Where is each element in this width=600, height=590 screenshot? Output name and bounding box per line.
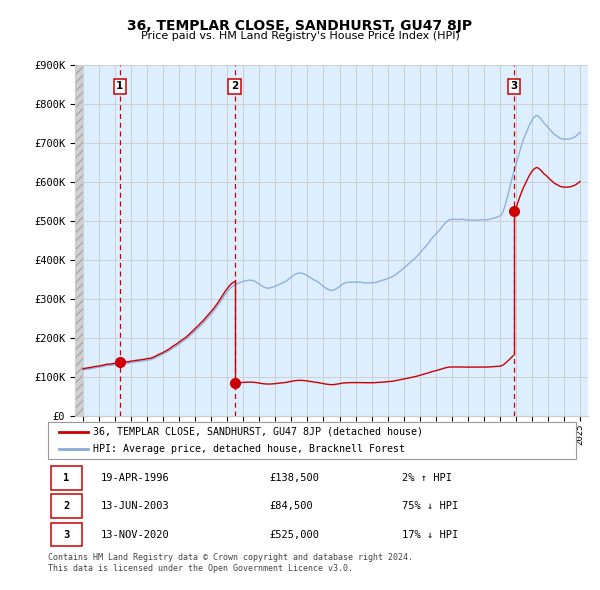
Text: £138,500: £138,500 (270, 473, 320, 483)
Text: 36, TEMPLAR CLOSE, SANDHURST, GU47 8JP (detached house): 36, TEMPLAR CLOSE, SANDHURST, GU47 8JP (… (93, 427, 423, 437)
Text: 3: 3 (64, 530, 70, 540)
FancyBboxPatch shape (50, 523, 82, 546)
Text: 2% ↑ HPI: 2% ↑ HPI (402, 473, 452, 483)
Text: 13-NOV-2020: 13-NOV-2020 (101, 530, 170, 540)
Text: 17% ↓ HPI: 17% ↓ HPI (402, 530, 458, 540)
Text: £84,500: £84,500 (270, 501, 314, 511)
Text: HPI: Average price, detached house, Bracknell Forest: HPI: Average price, detached house, Brac… (93, 444, 405, 454)
Text: 19-APR-1996: 19-APR-1996 (101, 473, 170, 483)
Text: Contains HM Land Registry data © Crown copyright and database right 2024.
This d: Contains HM Land Registry data © Crown c… (48, 553, 413, 573)
FancyBboxPatch shape (50, 466, 82, 490)
Text: 2: 2 (231, 81, 238, 91)
Text: £525,000: £525,000 (270, 530, 320, 540)
Text: 13-JUN-2003: 13-JUN-2003 (101, 501, 170, 511)
Bar (75, 65, 83, 416)
FancyBboxPatch shape (50, 494, 82, 517)
Text: Price paid vs. HM Land Registry's House Price Index (HPI): Price paid vs. HM Land Registry's House … (140, 31, 460, 41)
Text: 2: 2 (64, 501, 70, 511)
Text: 1: 1 (64, 473, 70, 483)
Text: 75% ↓ HPI: 75% ↓ HPI (402, 501, 458, 511)
Text: 3: 3 (510, 81, 517, 91)
FancyBboxPatch shape (48, 422, 576, 459)
Text: 1: 1 (116, 81, 124, 91)
Text: 36, TEMPLAR CLOSE, SANDHURST, GU47 8JP: 36, TEMPLAR CLOSE, SANDHURST, GU47 8JP (127, 19, 473, 34)
